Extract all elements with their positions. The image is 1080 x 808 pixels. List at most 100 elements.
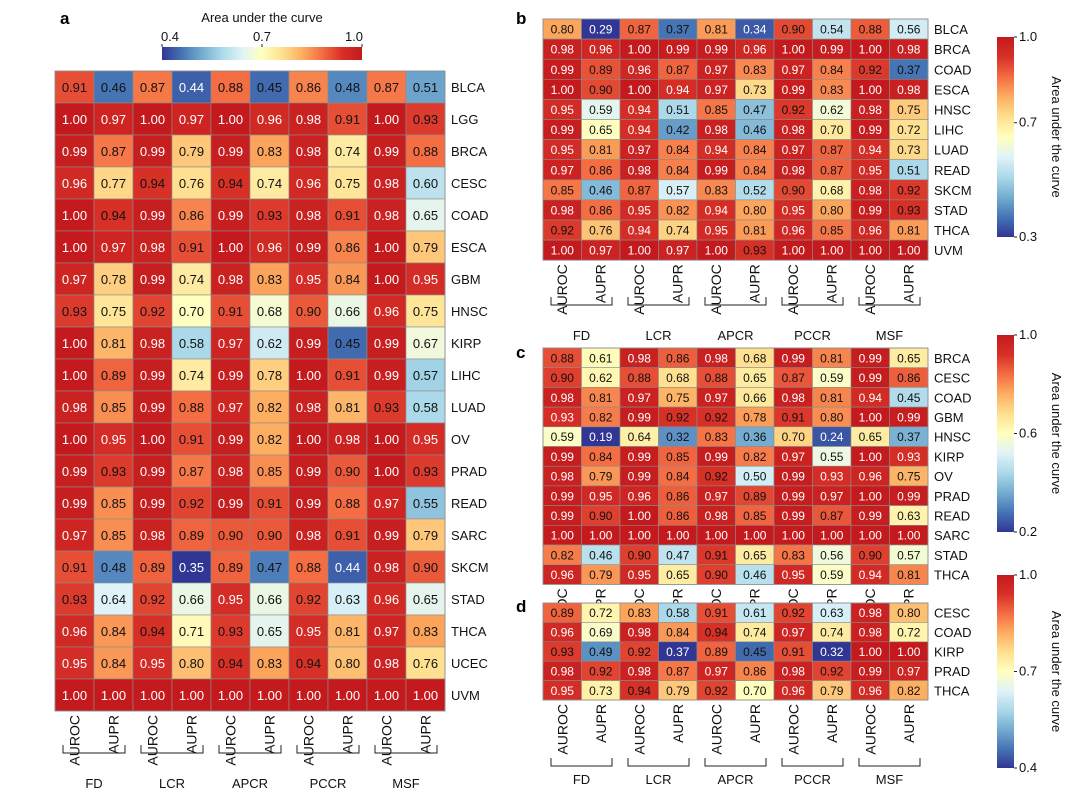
cell-value-label: 0.97 — [589, 244, 613, 258]
cell-value-label: 0.99 — [859, 664, 883, 678]
group-label: PCCR — [310, 776, 347, 791]
cell-value-label: 0.85 — [257, 464, 282, 479]
group-label: LCR — [645, 772, 671, 787]
cell-value-label: 0.99 — [140, 208, 165, 223]
heatmap-cell — [171, 326, 212, 360]
group-label: APCR — [717, 328, 753, 343]
row-label: STAD — [934, 548, 968, 563]
heatmap-cell — [210, 390, 251, 424]
cell-value-label: 0.45 — [743, 645, 767, 659]
cell-value-label: 0.97 — [705, 489, 729, 503]
cell-value-label: 0.74 — [820, 626, 844, 640]
cell-value-label: 0.82 — [743, 450, 767, 464]
cell-value-label: 0.73 — [589, 684, 613, 698]
cell-value-label: 0.46 — [589, 548, 613, 562]
cell-value-label: 0.68 — [820, 183, 844, 197]
cell-value-label: 0.92 — [859, 63, 883, 77]
column-label: AUPR — [824, 704, 840, 743]
cell-value-label: 0.95 — [782, 568, 806, 582]
cell-value-label: 0.74 — [743, 626, 767, 640]
cell-value-label: 0.93 — [218, 624, 243, 639]
cell-value-label: 0.77 — [101, 176, 126, 191]
heatmap-cell — [54, 582, 95, 616]
cell-value-label: 0.97 — [101, 240, 126, 255]
cell-value-label: 0.87 — [820, 163, 844, 177]
cell-value-label: 1.00 — [374, 112, 399, 127]
group-bracket — [781, 758, 844, 767]
cell-value-label: 1.00 — [140, 112, 165, 127]
cell-value-label: 0.59 — [820, 568, 844, 582]
heatmap-cell — [210, 614, 251, 648]
cell-value-label: 0.91 — [257, 496, 282, 511]
cell-value-label: 0.91 — [782, 410, 806, 424]
cell-value-label: 0.76 — [413, 656, 438, 671]
cell-value-label: 0.37 — [666, 645, 690, 659]
heatmap-cell — [171, 550, 212, 584]
heatmap-cell — [93, 102, 134, 136]
column-label: AUPR — [262, 715, 278, 754]
heatmap-cell — [93, 454, 134, 488]
group-bracket — [627, 758, 690, 767]
cell-value-label: 0.96 — [374, 592, 399, 607]
cell-value-label: 0.96 — [782, 224, 806, 238]
column-label: AUPR — [184, 715, 200, 754]
cell-value-label: 1.00 — [551, 529, 575, 543]
cell-value-label: 0.96 — [62, 176, 87, 191]
heatmap-cell — [288, 390, 329, 424]
cell-value-label: 0.89 — [705, 645, 729, 659]
cell-value-label: 0.92 — [705, 684, 729, 698]
heatmap-cell — [366, 198, 407, 232]
cell-value-label: 0.93 — [257, 208, 282, 223]
cell-value-label: 0.98 — [140, 240, 165, 255]
heatmap-cell — [54, 230, 95, 264]
group-bracket — [374, 745, 438, 754]
colorbar-tick-label: 0.7 — [253, 29, 271, 44]
cell-value-label: 0.32 — [820, 645, 844, 659]
heatmap-cell — [54, 134, 95, 168]
row-label: OV — [934, 469, 953, 484]
cell-value-label: 0.89 — [551, 606, 575, 620]
heatmap-cell — [366, 358, 407, 392]
cell-value-label: 0.56 — [897, 23, 921, 37]
cell-value-label: 0.68 — [666, 371, 690, 385]
heatmap-cell — [210, 198, 251, 232]
heatmap-cell — [132, 646, 173, 680]
cell-value-label: 0.91 — [179, 432, 204, 447]
heatmap-cell — [327, 518, 368, 552]
cell-value-label: 0.93 — [101, 464, 126, 479]
cell-value-label: 0.98 — [296, 208, 321, 223]
cell-value-label: 0.91 — [782, 645, 806, 659]
column-label: AUROC — [708, 264, 724, 315]
cell-value-label: 0.74 — [666, 224, 690, 238]
heatmap-cell — [288, 454, 329, 488]
cell-value-label: 0.94 — [628, 684, 652, 698]
cell-value-label: 0.87 — [820, 143, 844, 157]
cell-value-label: 0.58 — [413, 400, 438, 415]
cell-value-label: 0.86 — [179, 208, 204, 223]
column-label: AUROC — [145, 715, 161, 766]
heatmap-cell — [405, 102, 446, 136]
row-label: CESC — [451, 176, 487, 191]
cell-value-label: 0.99 — [782, 509, 806, 523]
cell-value-label: 0.75 — [897, 103, 921, 117]
cell-value-label: 0.83 — [743, 63, 767, 77]
row-label: ESCA — [451, 240, 487, 255]
cell-value-label: 1.00 — [374, 688, 399, 703]
cell-value-label: 1.00 — [897, 244, 921, 258]
cell-value-label: 0.91 — [335, 208, 360, 223]
heatmap-cell — [366, 230, 407, 264]
cell-value-label: 0.99 — [666, 43, 690, 57]
row-label: READ — [451, 496, 487, 511]
cell-value-label: 0.88 — [218, 80, 243, 95]
row-label: SKCM — [934, 183, 972, 198]
cell-value-label: 0.44 — [335, 560, 360, 575]
row-label: BLCA — [451, 80, 485, 95]
group-label: FD — [573, 328, 590, 343]
column-label: AUPR — [670, 704, 686, 743]
heatmap-cell — [327, 646, 368, 680]
cell-value-label: 0.99 — [782, 351, 806, 365]
cell-value-label: 0.92 — [179, 496, 204, 511]
cell-value-label: 1.00 — [628, 83, 652, 97]
cell-value-label: 0.99 — [628, 450, 652, 464]
cell-value-label: 0.86 — [666, 509, 690, 523]
